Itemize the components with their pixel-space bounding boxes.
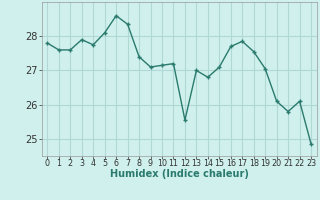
- X-axis label: Humidex (Indice chaleur): Humidex (Indice chaleur): [110, 169, 249, 179]
